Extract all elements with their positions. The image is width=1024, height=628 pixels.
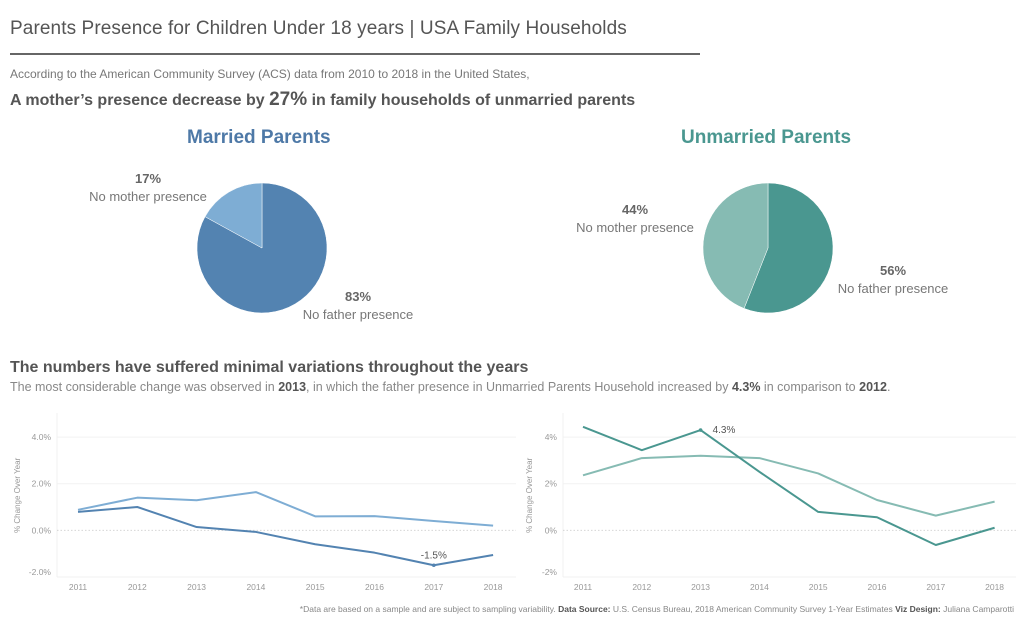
married-father-pct: 83%: [344, 289, 372, 304]
subtitle-part: The most considerable change was observe…: [10, 380, 279, 394]
intro-text: According to the American Community Surv…: [10, 67, 530, 81]
series-line-no-father-presence[interactable]: [582, 425, 995, 546]
y-tick-label: -2%: [542, 567, 558, 577]
married-father-desc: No father presence: [302, 307, 414, 322]
x-tick-label: 2016: [868, 582, 887, 592]
x-tick-label: 2014: [246, 582, 265, 592]
subtitle-year-highlight: 2012: [859, 380, 887, 394]
footer-design: Juliana Camparotti: [940, 604, 1014, 614]
x-tick-label: 2016: [365, 582, 384, 592]
unmarried-father-desc: No father presence: [837, 281, 949, 296]
annotation-label: 4.3%: [713, 425, 736, 436]
married-father-label: 83% No father presence: [297, 288, 419, 324]
annotation-point[interactable]: [432, 563, 436, 568]
x-tick-label: 2012: [128, 582, 147, 592]
subtitle-pct-highlight: 4.3%: [731, 380, 761, 394]
married-pie-slice-no-mother-presence[interactable]: [204, 182, 263, 249]
x-tick-label: 2015: [306, 582, 325, 592]
title-divider: [10, 53, 700, 55]
annotation-point[interactable]: [698, 428, 703, 432]
headline-highlight: 27%: [269, 89, 308, 110]
unmarried-mother-label: 44% No mother presence: [572, 201, 698, 237]
series-line-no-father-presence[interactable]: [77, 506, 494, 567]
x-tick-label: 2018: [985, 582, 1004, 592]
annotation-label: -1.5%: [421, 550, 447, 561]
married-line-chart: 4.0% 2.0% 0.0% -2.0% % Change Over Year 2011 2…: [13, 413, 516, 592]
footer-note: *Data are based on a sample and are subj…: [300, 604, 1014, 614]
series-line-no-mother-presence[interactable]: [582, 454, 995, 517]
unmarried-mother-pct: 44%: [621, 202, 649, 217]
footer-design-label: Viz Design:: [895, 604, 941, 614]
subtitle-part: , in which the father presence in Unmarr…: [306, 380, 732, 394]
x-tick-label: 2011: [69, 582, 88, 592]
married-pie-slice-no-father-presence[interactable]: [196, 182, 328, 314]
y-tick-label: 4.0%: [32, 432, 52, 442]
unmarried-father-label: 56% No father presence: [832, 262, 954, 298]
section-title: The numbers have suffered minimal variat…: [10, 359, 529, 376]
x-tick-label: 2015: [809, 582, 828, 592]
x-tick-label: 2017: [424, 582, 443, 592]
section-subtitle: The most considerable change was observe…: [10, 380, 890, 394]
headline-post: in family households of unmarried parent…: [307, 92, 636, 109]
headline: A mother’s presence decrease by 27% in f…: [10, 89, 635, 111]
x-tick-label: 2012: [632, 582, 651, 592]
married-mother-desc: No mother presence: [89, 189, 207, 204]
married-mother-pct: 17%: [134, 171, 162, 186]
y-tick-label: 0.0%: [32, 525, 52, 535]
married-mother-label: 17% No mother presence: [86, 170, 210, 206]
y-tick-label: 2%: [545, 479, 558, 489]
x-tick-label: 2017: [926, 582, 945, 592]
unmarried-pie-slice-no-mother-presence[interactable]: [702, 182, 769, 309]
x-tick-label: 2013: [691, 582, 710, 592]
y-axis-title: % Change Over Year: [13, 457, 22, 532]
subtitle-part: in comparison to: [760, 380, 860, 394]
footer-disclaimer: *Data are based on a sample and are subj…: [299, 604, 559, 614]
x-tick-label: 2013: [187, 582, 206, 592]
unmarried-pie-slice-no-father-presence[interactable]: [743, 182, 834, 314]
dashboard-title: Parents Presence for Children Under 18 y…: [10, 18, 627, 39]
footer-source-label: Data Source:: [558, 604, 611, 614]
subtitle-year-highlight: 2013: [278, 380, 307, 394]
y-tick-label: 4%: [545, 432, 558, 442]
y-tick-label: 2.0%: [32, 479, 52, 489]
y-axis-title: % Change Over Year: [525, 457, 534, 532]
unmarried-pie-chart: [702, 182, 834, 314]
married-pie-chart: [196, 182, 328, 314]
married-pie-title: Married Parents: [187, 127, 331, 148]
series-line-no-mother-presence[interactable]: [77, 491, 494, 527]
x-tick-label: 2011: [574, 582, 593, 592]
x-tick-label: 2018: [484, 582, 503, 592]
unmarried-mother-desc: No mother presence: [576, 220, 694, 235]
unmarried-line-chart: 4% 2% 0% -2% % Change Over Year 2011 2012 2013 2…: [525, 413, 1016, 592]
unmarried-pie-title: Unmarried Parents: [681, 127, 852, 148]
footer-source: U.S. Census Bureau, 2018 American Commun…: [610, 604, 896, 614]
x-tick-label: 2014: [750, 582, 769, 592]
headline-pre: A mother’s presence decrease by: [10, 92, 270, 109]
unmarried-father-pct: 56%: [879, 263, 907, 278]
y-tick-label: -2.0%: [29, 567, 52, 577]
subtitle-part: .: [886, 380, 891, 394]
y-tick-label: 0%: [545, 525, 558, 535]
